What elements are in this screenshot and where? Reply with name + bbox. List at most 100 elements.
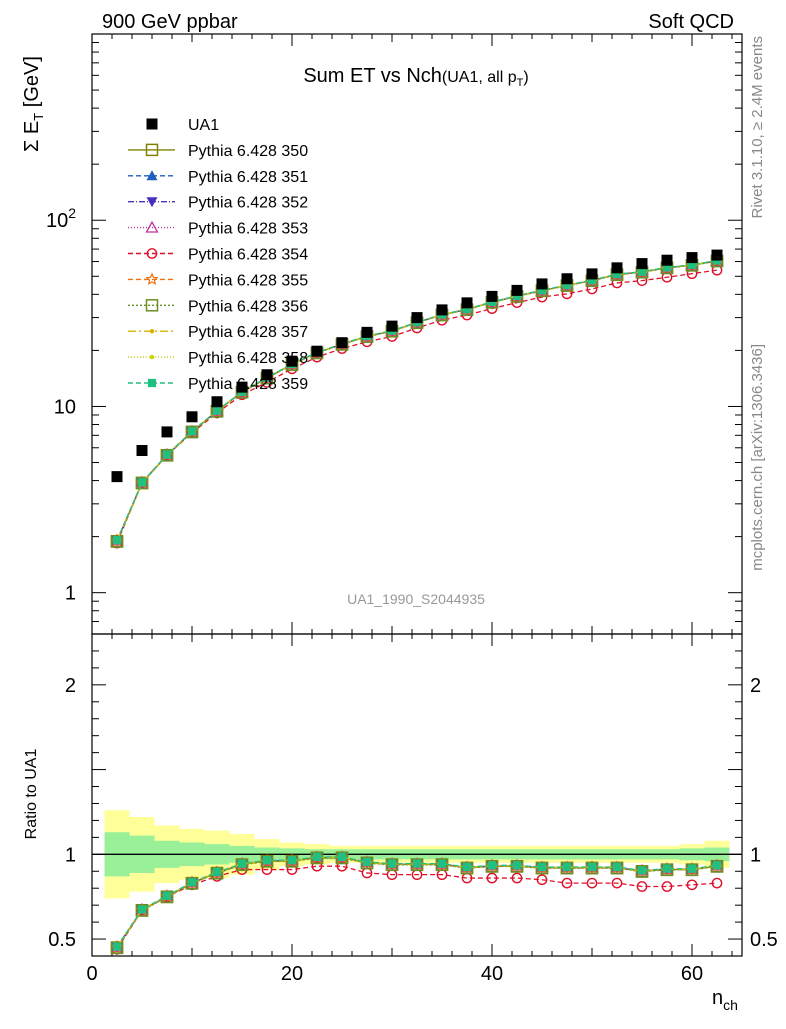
series-ratio-point (587, 862, 597, 872)
series-ratio-point (460, 861, 474, 875)
series-point (112, 536, 122, 545)
series-ratio-point (437, 859, 447, 868)
main-y-label-suffix: [GeV] (21, 56, 43, 113)
legend-entry-2: Pythia 6.428 352 (128, 195, 308, 212)
series-ratio-point (110, 941, 124, 955)
series-ratio-point (512, 861, 522, 870)
series-ratio-point (210, 867, 224, 880)
series-ratio-point (536, 874, 548, 886)
x-tick-label: 60 (681, 963, 703, 985)
series-point (537, 286, 547, 295)
legend-label: Pythia 6.428 351 (188, 169, 308, 186)
legend-label: Pythia 6.428 353 (188, 221, 308, 238)
series-ratio-point (285, 855, 299, 868)
chart-title-main: Sum ET vs Nch (303, 65, 442, 87)
data-point (111, 471, 123, 483)
series-ratio-point (637, 866, 647, 875)
data-point (586, 268, 598, 280)
series-point (662, 263, 672, 272)
series-ratio-point (687, 864, 697, 873)
data-point (286, 355, 298, 367)
series-point (137, 478, 147, 487)
series-point (587, 276, 597, 285)
legend-marker (145, 272, 159, 286)
legend-label: Pythia 6.428 357 (188, 324, 308, 341)
data-point (661, 254, 673, 266)
legend-label: Pythia 6.428 358 (188, 350, 308, 367)
series-ratio-point (112, 942, 122, 951)
series-ratio-point (561, 877, 573, 889)
series-ratio-point (612, 862, 622, 872)
legend-label: UA1 (188, 117, 219, 134)
data-point (486, 290, 498, 302)
ratio-tick-label-left: 0.5 (48, 929, 76, 951)
legend-marker (146, 170, 158, 181)
series-ratio-point (362, 857, 372, 867)
data-point (336, 337, 348, 349)
legend-label: Pythia 6.428 359 (188, 376, 308, 393)
data-point (561, 273, 573, 285)
legend-label: Pythia 6.428 354 (188, 247, 308, 264)
series-ratio-point (287, 856, 297, 865)
main-y-label-prefix: Σ E (21, 121, 43, 152)
series-point (187, 427, 197, 436)
x-tick-label: 40 (481, 963, 503, 985)
legend-marker (149, 354, 155, 360)
y-tick-label: 10 (54, 396, 76, 418)
series-ratio-point (662, 864, 672, 873)
legend-entry-1: Pythia 6.428 351 (128, 169, 308, 186)
header-left: 900 GeV ppbar (102, 11, 238, 33)
series-ratio-point (360, 856, 374, 870)
series-ratio-point (462, 862, 472, 872)
legend-entry-6: Pythia 6.428 356 (128, 298, 308, 315)
chart-title-sub-index: T (517, 77, 524, 89)
series-ratio-point (410, 858, 424, 872)
series-ratio-point (635, 865, 649, 878)
data-point (411, 312, 423, 324)
series-ratio-point (712, 861, 722, 870)
series-ratio-point (585, 861, 599, 875)
legend-marker (145, 220, 159, 233)
series-ratio-point (560, 861, 574, 875)
main-y-label-index: T (31, 113, 46, 121)
legend-entry-4: Pythia 6.428 354 (128, 247, 308, 264)
series-point (687, 260, 697, 269)
series-ratio-point (412, 859, 422, 868)
legend-marker (147, 378, 157, 388)
data-point (236, 381, 248, 393)
data-point (711, 249, 723, 261)
data-point (511, 284, 523, 296)
series-ratio-point (235, 858, 249, 872)
series-point (162, 450, 172, 459)
series-ratio-point (537, 862, 547, 872)
series-point (212, 406, 222, 415)
series-point (135, 476, 149, 490)
series-point (110, 535, 124, 548)
ratio-tick-label-right: 2 (750, 675, 761, 697)
series-ratio-point (160, 890, 174, 904)
y-tick-label: 102 (46, 205, 76, 232)
analysis-watermark: UA1_1990_S2044935 (347, 591, 485, 607)
series-point (612, 270, 622, 279)
main-panel: 1 10 102 (46, 33, 743, 635)
series-ratio-point (685, 863, 699, 877)
series-ratio-point (636, 881, 648, 892)
series-ratio-point (137, 905, 147, 914)
series-point (562, 280, 572, 290)
data-point (261, 369, 273, 381)
series-ratio-9 (112, 852, 722, 951)
mcplots-label: mcplots.cern.ch [arXiv:1306.3436] (749, 344, 766, 571)
ratio-y-label: Ratio to UA1 (23, 749, 40, 840)
series-ratio-point (162, 891, 172, 900)
series-ratio-point (535, 861, 549, 875)
legend-entry-7: Pythia 6.428 357 (128, 324, 308, 341)
series-ratio-point (562, 862, 572, 872)
series-ratio-point (511, 872, 523, 884)
data-point (611, 262, 623, 274)
legend-entry-5: Pythia 6.428 355 (128, 272, 308, 289)
rivet-label: Rivet 3.1.10, ≥ 2.4M events (749, 36, 766, 219)
ratio-tick-label-right: 1 (750, 844, 761, 866)
series-ratio-point (661, 881, 673, 892)
series-ratio-point (487, 861, 497, 870)
